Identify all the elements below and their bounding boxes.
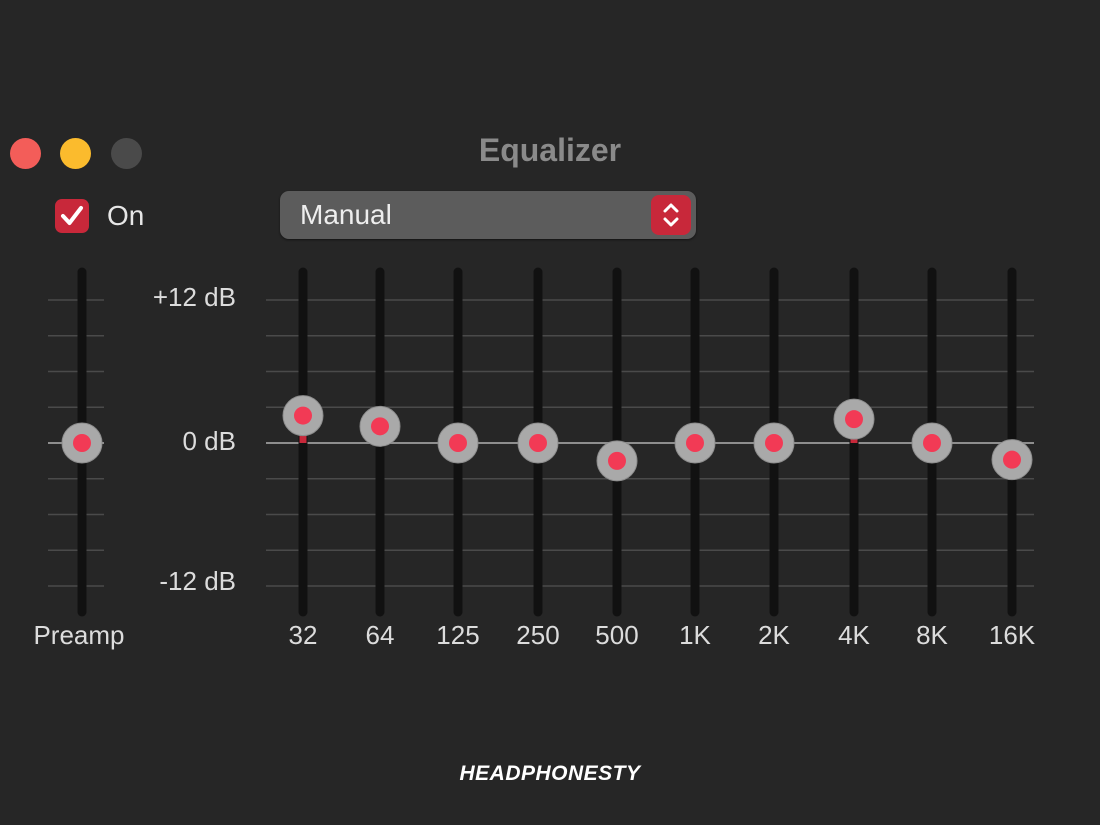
on-toggle[interactable]: On	[55, 198, 144, 234]
preset-value: Manual	[300, 199, 392, 230]
preamp-slider-knob-dot	[73, 434, 91, 452]
on-label: On	[107, 200, 145, 231]
band-label-64: 64	[366, 620, 395, 650]
band-label-500: 500	[595, 620, 638, 650]
checkmark-icon	[61, 206, 83, 225]
sliders	[61, 267, 1033, 617]
band-slider-500-knob-dot	[608, 451, 626, 470]
band-slider-250-knob-dot	[529, 434, 547, 452]
band-slider-16k[interactable]	[991, 267, 1033, 617]
minimize-window-button[interactable]	[60, 138, 91, 169]
db-max-label: +12 dB	[153, 282, 236, 312]
band-slider-1k-knob-dot	[686, 434, 704, 452]
band-slider-8k[interactable]	[911, 267, 953, 617]
band-slider-64-knob-dot	[371, 417, 389, 436]
zoom-window-button[interactable]	[111, 138, 142, 169]
band-slider-16k-knob-dot	[1003, 450, 1021, 469]
band-label-125: 125	[436, 620, 479, 650]
on-checkbox[interactable]	[55, 199, 89, 233]
band-label-2k: 2K	[758, 620, 790, 650]
band-slider-32-knob-dot	[294, 406, 312, 425]
chevron-up-down-icon	[663, 203, 679, 227]
band-slider-250[interactable]	[517, 267, 559, 617]
db-zero-label: 0 dB	[183, 426, 237, 456]
preamp-slider[interactable]	[61, 267, 103, 617]
band-label-4k: 4K	[838, 620, 870, 650]
band-label-1k: 1K	[679, 620, 711, 650]
band-slider-32[interactable]	[282, 267, 324, 617]
band-slider-4k[interactable]	[833, 267, 875, 617]
band-slider-8k-knob-dot	[923, 434, 941, 452]
db-min-label: -12 dB	[159, 566, 236, 596]
band-slider-125[interactable]	[437, 267, 479, 617]
band-slider-500[interactable]	[596, 267, 638, 617]
band-slider-64[interactable]	[359, 267, 401, 617]
band-label-250: 250	[516, 620, 559, 650]
close-window-button[interactable]	[10, 138, 41, 169]
preset-stepper[interactable]	[651, 195, 691, 235]
preset-select[interactable]: Manual	[280, 191, 696, 239]
band-slider-1k[interactable]	[674, 267, 716, 617]
band-slider-2k[interactable]	[753, 267, 795, 617]
band-label-16k: 16K	[989, 620, 1036, 650]
band-labels: 32 64 125 250 500 1K 2K 4K 8K 16K	[289, 620, 1036, 650]
band-slider-4k-knob-dot	[845, 410, 863, 429]
band-label-8k: 8K	[916, 620, 948, 650]
watermark: HEADPHONESTY	[459, 762, 641, 785]
band-label-32: 32	[289, 620, 318, 650]
window-title: Equalizer	[478, 132, 622, 168]
band-slider-125-knob-dot	[449, 434, 467, 452]
preamp-label: Preamp	[33, 620, 124, 650]
band-slider-2k-knob-dot	[765, 434, 783, 452]
